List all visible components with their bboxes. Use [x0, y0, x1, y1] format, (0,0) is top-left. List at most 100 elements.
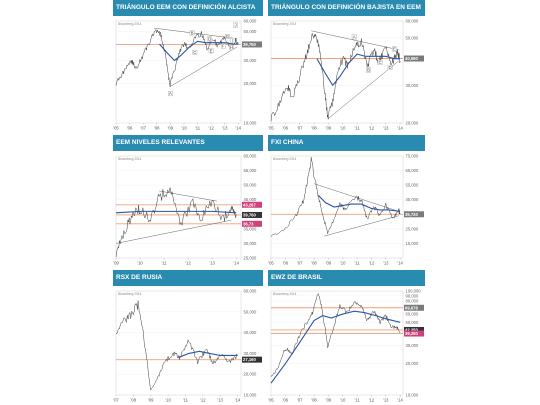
x-tick-label: '13 [383, 261, 389, 266]
annotation-box [233, 22, 238, 28]
annotation-label: F [222, 44, 225, 49]
y-tick-label: 35,000 [244, 226, 257, 231]
annotation-label: D [208, 37, 211, 42]
level-badge [242, 41, 262, 48]
x-tick-label: '10 [340, 126, 346, 131]
annotation-label: C [193, 50, 196, 55]
chart-title: RSX DE RUSIA [113, 270, 263, 286]
x-tick-label: '05 [113, 126, 119, 131]
x-tick-label: '13 [383, 398, 389, 403]
x-tick-label: '10 [181, 126, 187, 131]
level-badge [242, 220, 262, 227]
level-label: 35,720 [405, 212, 418, 217]
x-tick-label: '08 [311, 126, 317, 131]
annotation-box [189, 30, 195, 36]
x-tick-label: '11 [355, 126, 361, 131]
annotation-box [225, 34, 230, 39]
annotation-box [351, 34, 357, 40]
y-tick-label: 50,000 [406, 35, 419, 40]
plot-area [270, 290, 404, 396]
chart-title: TRIÁNGULO CON DEFINICIÓN BAJISTA EN EEM [268, 0, 425, 16]
source-label: Bloomberg 2014 [273, 292, 297, 296]
x-tick-label: '12 [185, 261, 191, 266]
y-tick-label: 60,000 [244, 289, 257, 294]
y-tick-label: 30,000 [244, 351, 257, 356]
level-label: 42,250 [405, 327, 418, 332]
chart-panel: EEM NIVELES RELEVANTES Bloomberg 2014 25,0… [113, 135, 263, 268]
moving-average-series [270, 310, 401, 384]
level-badge [404, 211, 424, 218]
y-tick-label: 60,000 [244, 19, 257, 24]
chart-svg: Bloomberg 201410,00020,00030,00040,00050… [268, 289, 424, 403]
moving-average-series [316, 53, 401, 87]
trend-line [311, 30, 399, 51]
chart-panel: EWZ DE BRASIL Bloomberg 2014 10,000 20,000 3… [268, 270, 425, 405]
level-badge [404, 326, 424, 333]
annotation-label: A [353, 35, 356, 40]
x-tick-label: '07 [297, 261, 303, 266]
level-badge [242, 211, 262, 218]
x-tick-label: '10 [340, 261, 346, 266]
moving-average-series [159, 40, 239, 62]
moving-average-series [317, 194, 401, 212]
plot-area [115, 290, 242, 396]
y-tick-label: 10,000 [244, 121, 257, 126]
x-tick-label: '12 [369, 126, 375, 131]
x-tick-label: '14 [397, 126, 403, 131]
source-label: Bloomberg 2014 [273, 22, 297, 26]
chart-panel: TRIÁNGULO EEM CON DEFINICIÓN ALCISTA Bloo… [113, 0, 263, 133]
annotation-label: C [378, 60, 381, 65]
x-tick-label: '06 [283, 261, 289, 266]
annotation-box [167, 91, 173, 97]
y-tick-label: 60,000 [406, 19, 419, 24]
x-tick-label: '10 [165, 398, 171, 403]
x-tick-label: '05 [268, 398, 274, 403]
y-tick-label: 30,000 [406, 343, 419, 348]
y-tick-label: 75,000 [406, 154, 419, 159]
annotation-box [392, 46, 397, 52]
x-tick-label: '06 [283, 398, 289, 403]
level-label: 43,267 [243, 202, 256, 207]
x-tick-label: '12 [208, 126, 214, 131]
chart-panel: TRIÁNGULO CON DEFINICIÓN BAJISTA EN EEM B… [268, 0, 425, 133]
y-tick-label: 50,000 [244, 309, 257, 314]
price-series [270, 33, 401, 122]
chart-svg: Bloomberg 201410,00020,00030,00040,00050… [113, 289, 262, 403]
annotation-label: H [230, 45, 233, 50]
annotation-label: B [367, 68, 370, 73]
chart-title: EWZ DE BRASIL [268, 270, 425, 286]
y-tick-label: 10,000 [244, 393, 257, 398]
x-tick-label: '09 [326, 261, 332, 266]
moving-average-series [178, 350, 238, 359]
level-badge [242, 356, 262, 363]
x-tick-label: '12 [369, 398, 375, 403]
x-tick-label: '07 [113, 398, 119, 403]
x-tick-label: '12 [369, 261, 375, 266]
level-label: 39,250 [405, 331, 418, 336]
x-tick-label: '09 [326, 398, 332, 403]
chart-svg: Bloomberg 201420,00030,00040,00050,00060… [268, 19, 424, 131]
level-label: 39,750 [243, 42, 256, 47]
plot-area [115, 20, 242, 124]
y-tick-label: 45,000 [406, 197, 419, 202]
x-tick-label: '14 [235, 398, 241, 403]
y-tick-label: 50,000 [244, 29, 257, 34]
annotation-box [230, 37, 236, 43]
x-tick-label: '05 [268, 261, 274, 266]
x-tick-label: '06 [283, 126, 289, 131]
source-label: Bloomberg 2014 [118, 292, 142, 296]
trend-line [115, 219, 232, 244]
level-badge [404, 330, 424, 337]
x-tick-label: '13 [222, 126, 228, 131]
y-tick-label: 90,000 [406, 293, 419, 298]
chart-svg: Bloomberg 201415,00025,00035,00045,00055… [268, 154, 424, 266]
y-tick-label: 25,000 [244, 256, 257, 261]
y-tick-label: 15,000 [406, 241, 419, 246]
annotation-label: A [169, 91, 172, 96]
trend-line [170, 46, 238, 87]
y-tick-label: 20,000 [244, 372, 257, 377]
y-tick-label: 30,000 [406, 83, 419, 88]
annotation-box [192, 49, 198, 55]
